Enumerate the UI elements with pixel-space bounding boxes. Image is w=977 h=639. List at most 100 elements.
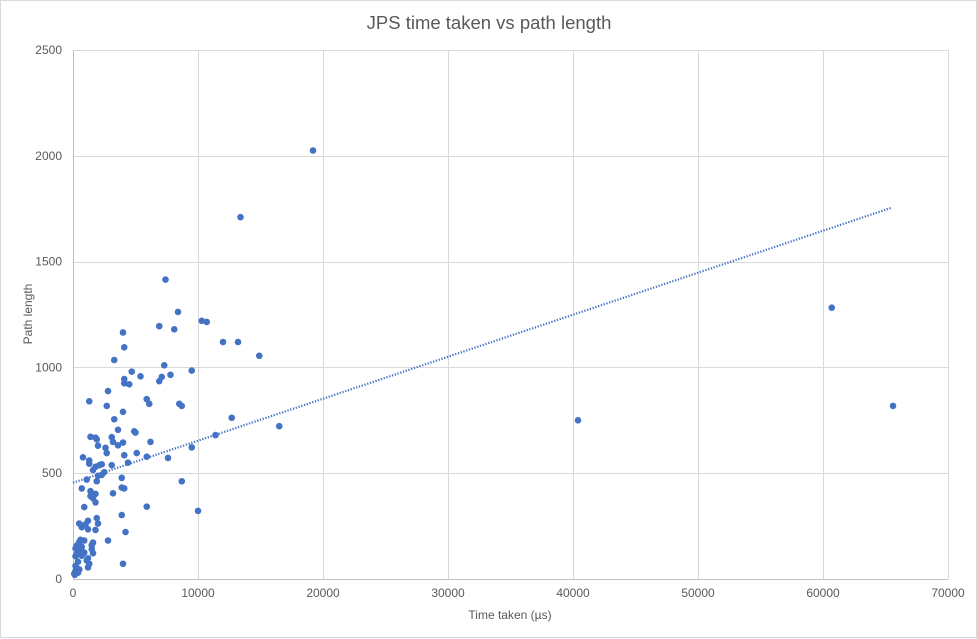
data-point bbox=[71, 571, 79, 579]
data-point bbox=[85, 457, 93, 464]
data-point bbox=[234, 338, 242, 346]
data-point bbox=[125, 381, 133, 388]
data-point bbox=[124, 459, 132, 466]
x-tick-label: 0 bbox=[70, 586, 77, 600]
data-point bbox=[118, 474, 126, 482]
data-point bbox=[78, 552, 86, 560]
data-point bbox=[237, 213, 244, 221]
data-point bbox=[85, 397, 93, 405]
x-tick-label: 30000 bbox=[431, 586, 465, 600]
x-tick-label: 10000 bbox=[181, 586, 215, 600]
data-point bbox=[118, 511, 126, 519]
data-point bbox=[889, 402, 897, 410]
data-point bbox=[174, 308, 182, 316]
data-point bbox=[92, 499, 99, 506]
data-point bbox=[133, 449, 141, 457]
data-point bbox=[143, 453, 151, 460]
data-point bbox=[108, 461, 116, 469]
data-point bbox=[188, 444, 196, 451]
y-tick-label: 500 bbox=[42, 466, 62, 480]
y-tick-label: 2500 bbox=[35, 43, 62, 57]
data-point bbox=[87, 487, 94, 495]
data-point bbox=[128, 368, 136, 375]
data-point bbox=[79, 454, 87, 461]
data-point bbox=[143, 503, 151, 510]
y-tick-label: 0 bbox=[55, 572, 62, 586]
data-point bbox=[103, 402, 111, 410]
data-point bbox=[178, 402, 186, 410]
data-point bbox=[155, 322, 163, 330]
data-point bbox=[109, 438, 117, 446]
data-point bbox=[110, 356, 118, 364]
data-point bbox=[94, 520, 102, 527]
data-point bbox=[89, 466, 97, 474]
data-point bbox=[84, 564, 92, 571]
data-point bbox=[160, 361, 168, 369]
data-point bbox=[170, 326, 178, 333]
data-point bbox=[132, 429, 139, 436]
data-point bbox=[194, 507, 202, 515]
data-point bbox=[574, 417, 582, 424]
data-point bbox=[93, 436, 101, 443]
data-point bbox=[87, 492, 94, 500]
data-points bbox=[70, 147, 897, 579]
y-tick-label: 2000 bbox=[35, 149, 62, 163]
data-point bbox=[167, 371, 174, 379]
linear-trendline bbox=[72, 206, 893, 484]
axes bbox=[73, 50, 948, 580]
data-point bbox=[110, 415, 118, 423]
data-point bbox=[164, 454, 172, 462]
data-point bbox=[147, 438, 154, 446]
data-point bbox=[198, 317, 206, 325]
data-point bbox=[84, 525, 92, 533]
data-point bbox=[119, 439, 127, 446]
data-point bbox=[178, 477, 186, 485]
data-point bbox=[219, 338, 227, 346]
tick-labels: 0 10000 20000 30000 40000 50000 60000 70000 0 500… bbox=[35, 43, 965, 600]
data-point bbox=[80, 537, 88, 544]
data-point bbox=[119, 329, 127, 336]
data-point bbox=[93, 477, 101, 485]
data-point bbox=[87, 433, 94, 441]
data-point bbox=[212, 431, 219, 439]
data-point bbox=[72, 552, 79, 560]
data-point bbox=[203, 318, 211, 326]
data-point bbox=[93, 514, 101, 522]
data-point bbox=[155, 377, 163, 385]
data-point bbox=[114, 441, 122, 449]
data-point bbox=[114, 426, 122, 434]
data-point bbox=[80, 503, 88, 511]
data-point bbox=[94, 472, 102, 480]
data-point bbox=[120, 485, 128, 492]
data-point bbox=[120, 451, 128, 459]
data-point bbox=[145, 400, 153, 408]
y-tick-label: 1500 bbox=[35, 255, 62, 269]
x-tick-label: 50000 bbox=[681, 586, 715, 600]
data-point bbox=[137, 372, 144, 380]
data-point bbox=[162, 276, 169, 283]
y-axis-label: Path length bbox=[21, 284, 35, 345]
chart-title: JPS time taken vs path length bbox=[367, 12, 612, 33]
data-point bbox=[120, 343, 128, 351]
x-tick-label: 70000 bbox=[931, 586, 965, 600]
data-point bbox=[103, 449, 111, 457]
data-point bbox=[104, 537, 112, 544]
data-point bbox=[102, 444, 109, 452]
data-point bbox=[188, 367, 196, 374]
data-point bbox=[92, 526, 99, 534]
data-point bbox=[828, 304, 836, 312]
data-point bbox=[275, 422, 283, 430]
gridlines bbox=[73, 50, 949, 579]
data-point bbox=[120, 379, 128, 387]
data-point bbox=[89, 549, 97, 557]
data-point bbox=[119, 560, 127, 568]
data-point bbox=[255, 352, 263, 360]
x-tick-label: 60000 bbox=[806, 586, 840, 600]
data-point bbox=[104, 387, 112, 395]
data-point bbox=[78, 485, 86, 492]
data-point bbox=[100, 468, 108, 476]
data-point bbox=[119, 408, 127, 416]
data-point bbox=[309, 147, 317, 154]
